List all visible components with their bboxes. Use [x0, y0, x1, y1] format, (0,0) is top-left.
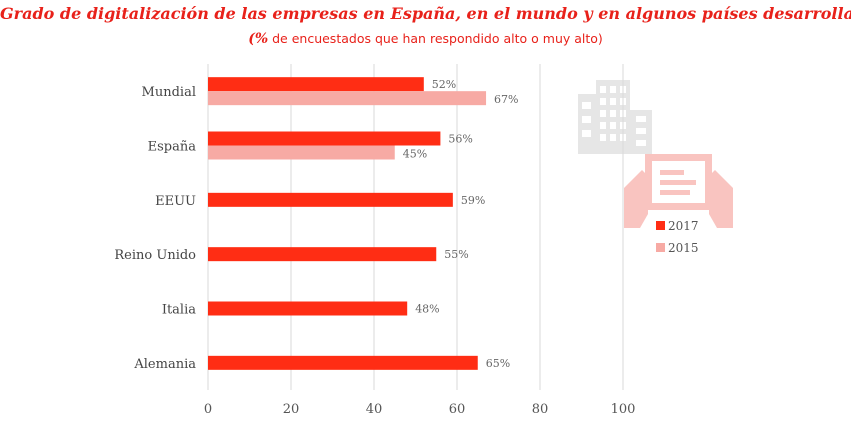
building-window [636, 128, 646, 134]
bar-2017 [208, 247, 437, 262]
grid-lines [207, 64, 624, 390]
building-window [582, 102, 591, 109]
x-tick-label: 20 [283, 402, 300, 417]
bars [208, 77, 487, 370]
bar-2015 [208, 91, 487, 106]
bar-2017 [208, 355, 478, 370]
chart-title: Grado de digitalización de las empresas … [0, 4, 851, 23]
category-label: Mundial [142, 85, 196, 100]
legend: 2017 2015 [656, 219, 699, 255]
building-window [610, 110, 616, 117]
data-label-2017: 59% [461, 194, 485, 207]
building-window [610, 122, 616, 129]
left-hand [624, 170, 648, 228]
legend-swatch-2015 [656, 243, 665, 252]
decorative-illustration [578, 80, 733, 228]
subtitle-text: de encuestados que han respondido alto o… [268, 31, 603, 46]
building-window [636, 140, 646, 146]
data-label-2015: 45% [403, 148, 427, 161]
bar-2017 [208, 301, 408, 316]
x-tick-label: 100 [611, 402, 636, 417]
legend-label-2015: 2015 [668, 241, 699, 255]
building-window [600, 134, 606, 141]
subtitle-percent: (% [248, 31, 269, 47]
category-label: Italia [162, 303, 196, 318]
building-window [610, 98, 616, 105]
data-label-2017: 55% [444, 248, 468, 261]
x-tick-label: 80 [532, 402, 549, 417]
bar-2017 [208, 131, 441, 146]
x-tick-label: 0 [204, 402, 212, 417]
building-window [600, 110, 606, 117]
building-window [600, 98, 606, 105]
tablet-line [660, 190, 690, 195]
tablet-hands-icon [624, 154, 733, 228]
data-label-2015: 67% [494, 93, 518, 106]
building-window [610, 134, 616, 141]
building-window [582, 116, 591, 123]
data-label-2017: 52% [432, 78, 456, 91]
category-label: Reino Unido [114, 248, 196, 263]
data-label-2017: 65% [486, 357, 510, 370]
legend-label-2017: 2017 [668, 219, 699, 233]
data-label-2017: 48% [415, 303, 439, 316]
bar-2017 [208, 77, 424, 92]
building-window [610, 86, 616, 93]
data-label-2017: 56% [448, 133, 472, 146]
building-window [600, 86, 606, 93]
building-window [582, 130, 591, 137]
building-window [600, 122, 606, 129]
bar-2015 [208, 145, 395, 160]
tablet-line [660, 180, 696, 185]
category-label: EEUU [155, 194, 196, 209]
right-hand [709, 170, 733, 228]
building-window [636, 116, 646, 122]
legend-swatch-2017 [656, 221, 665, 230]
category-label: España [148, 140, 197, 155]
building-icon [578, 80, 652, 154]
category-label: Alemania [133, 357, 196, 372]
x-tick-label: 40 [366, 402, 383, 417]
bar-2017 [208, 192, 453, 207]
labels: 0 20 40 60 80 100 52% 67% Mundial 56% 45% España 59%… [114, 78, 635, 417]
chart-subtitle: (% de encuestados que han respondido alt… [0, 31, 851, 47]
tablet-line [660, 170, 684, 175]
x-tick-label: 60 [449, 402, 466, 417]
